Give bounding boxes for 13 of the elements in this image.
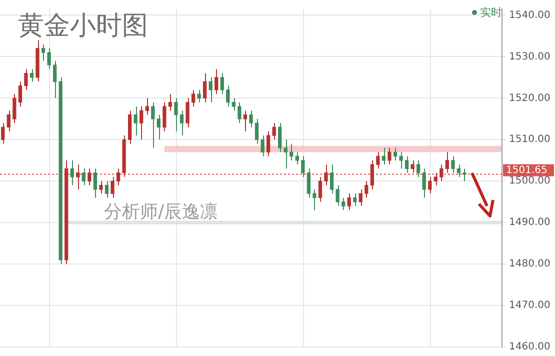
- annotation: 分析师/辰逸凛: [104, 202, 218, 223]
- chart-title: 黄金小时图: [18, 10, 148, 41]
- annotation: 实时: [480, 6, 502, 19]
- y-tick-label: 1480.00: [509, 258, 550, 270]
- y-tick-label: 1470.00: [509, 300, 550, 312]
- y-tick-label: 1490.00: [509, 217, 550, 228]
- y-tick-label: 1530.00: [509, 51, 550, 62]
- y-tick-label: 1510.00: [509, 134, 550, 146]
- y-tick-label: 1500.00: [509, 176, 550, 187]
- y-tick-label: 1520.00: [509, 92, 550, 104]
- y-tick-label: 1540.00: [509, 10, 550, 21]
- y-tick-label: 1460.00: [509, 342, 550, 353]
- ref-line-label: 1501.65: [506, 164, 548, 176]
